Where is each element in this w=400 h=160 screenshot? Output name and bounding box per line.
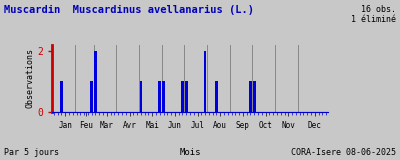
Bar [158, 81, 161, 112]
Bar [94, 51, 97, 112]
Bar [162, 81, 165, 112]
Bar [185, 81, 188, 112]
Text: Mois: Mois [179, 148, 201, 157]
Text: 16 obs.
1 éliminé: 16 obs. 1 éliminé [351, 5, 396, 24]
Bar [140, 81, 142, 112]
Bar [204, 51, 206, 112]
Text: Muscardin  Muscardinus avellanarius (L.): Muscardin Muscardinus avellanarius (L.) [4, 5, 254, 15]
Bar [249, 81, 252, 112]
Text: CORA-Isere 08-06-2025: CORA-Isere 08-06-2025 [291, 148, 396, 157]
Text: Par 5 jours: Par 5 jours [4, 148, 59, 157]
Bar [253, 81, 256, 112]
Bar [181, 81, 184, 112]
Bar [215, 81, 218, 112]
Bar [60, 81, 63, 112]
Y-axis label: Observations: Observations [25, 48, 34, 108]
Bar [90, 81, 93, 112]
